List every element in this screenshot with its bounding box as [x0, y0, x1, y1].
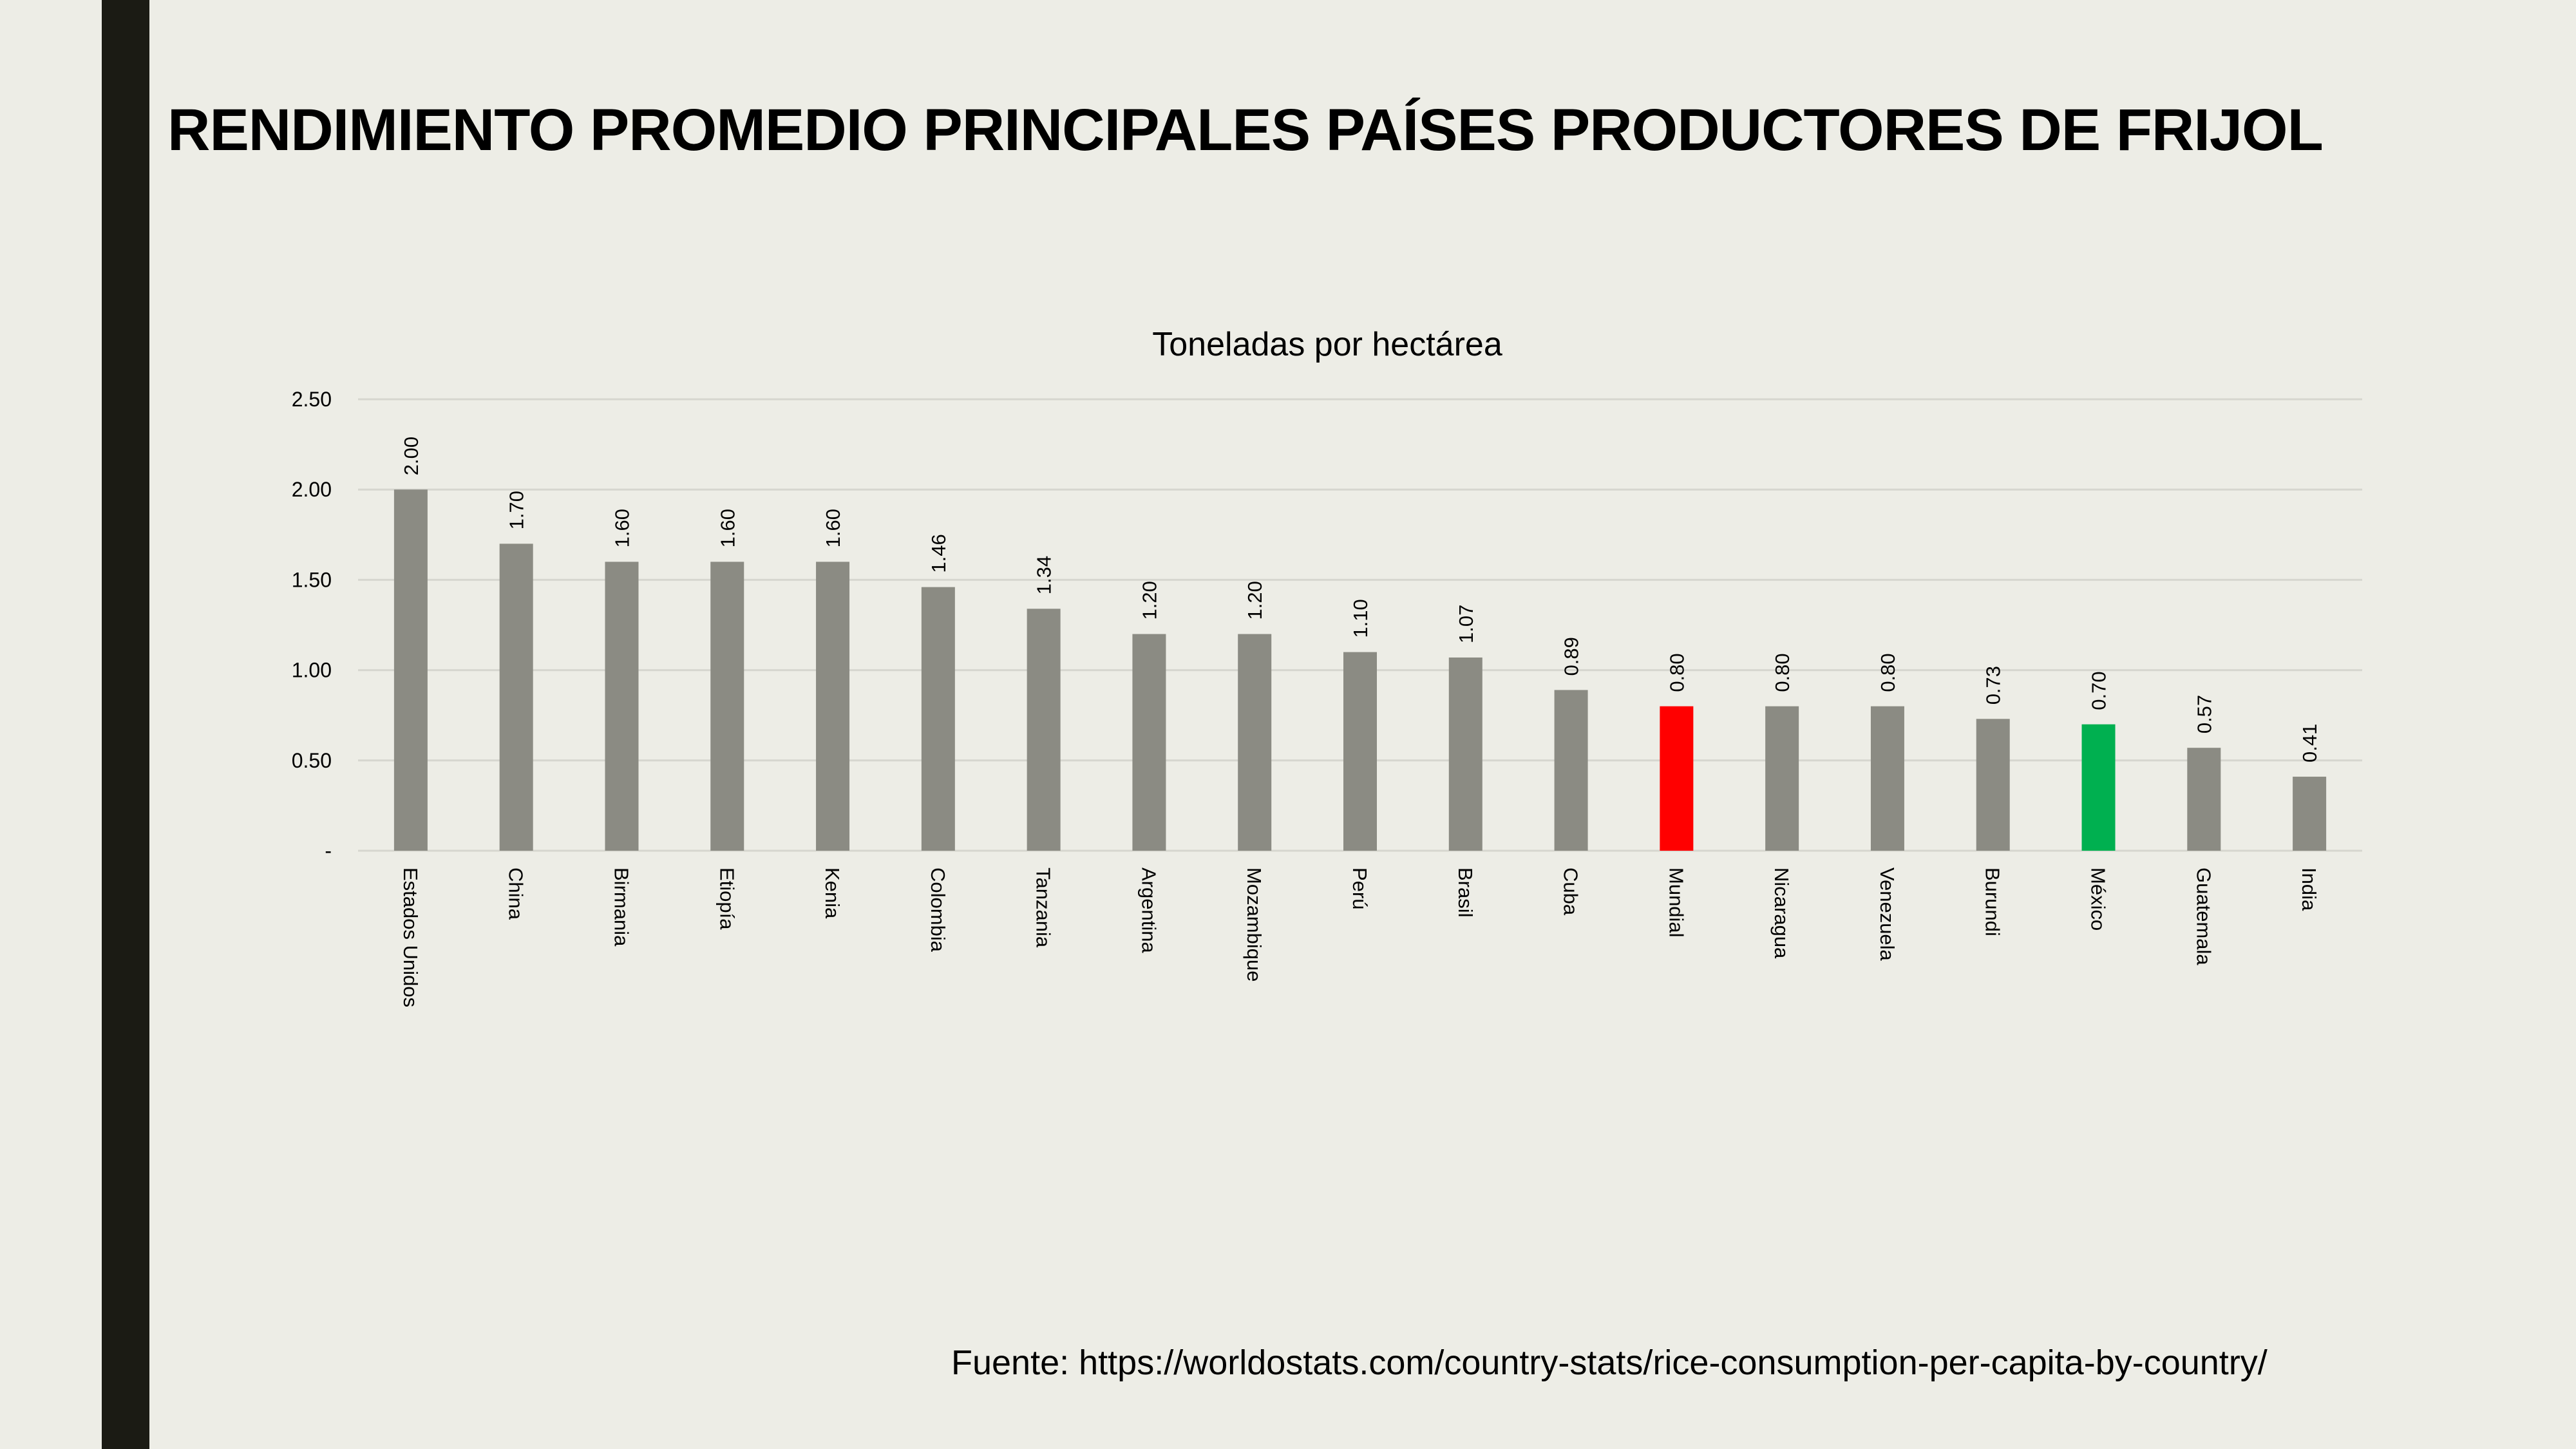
value-label: 0.73: [1982, 666, 2005, 705]
y-tick-label: 1.50: [292, 568, 332, 591]
x-tick-label: Cuba: [1560, 867, 1582, 916]
bar-india: [2293, 777, 2327, 851]
value-label: 1.60: [611, 509, 633, 547]
value-label: 1.60: [716, 509, 739, 547]
bar-guatemala: [2187, 748, 2221, 851]
value-label: 0.70: [2088, 671, 2110, 710]
chart-title: Toneladas por hectárea: [1152, 326, 1502, 363]
bar-china: [499, 544, 533, 851]
x-tick-label: Colombia: [927, 867, 949, 952]
value-label: 0.41: [2298, 724, 2321, 762]
value-label: 0.57: [2193, 695, 2215, 734]
x-tick-label: Etiopía: [715, 867, 738, 930]
bar-nicaragua: [1765, 706, 1799, 851]
value-label: 1.34: [1033, 556, 1056, 594]
y-tick-label: 2.50: [292, 388, 332, 411]
value-label: 1.46: [927, 534, 950, 573]
bar-méxico: [2081, 724, 2116, 851]
value-label: 1.20: [1138, 581, 1160, 620]
y-tick-label: -: [325, 839, 332, 862]
bars: [393, 489, 2327, 851]
value-label: 0.80: [1665, 653, 1688, 692]
bar-estados-unidos: [393, 489, 428, 851]
bar-colombia: [921, 587, 955, 851]
bar-tanzania: [1027, 609, 1061, 851]
bar-etiopía: [710, 562, 744, 851]
x-tick-label: Mozambique: [1243, 867, 1265, 981]
bar-kenia: [816, 562, 850, 851]
x-tick-label: Perú: [1349, 867, 1371, 909]
bar-venezuela: [1870, 706, 1904, 851]
y-tick-label: 2.00: [292, 478, 332, 501]
x-tick-label: Burundi: [1982, 867, 2004, 936]
value-label: 1.07: [1455, 605, 1477, 643]
source-note: Fuente: https://worldostats.com/country-…: [951, 1343, 2268, 1382]
x-tick-label: China: [505, 867, 527, 920]
bar-burundi: [1976, 719, 2010, 851]
x-tick-label: Brasil: [1454, 867, 1477, 918]
value-label: 0.89: [1560, 637, 1583, 676]
x-tick-label: Venezuela: [1876, 867, 1899, 961]
x-tick-label: Kenia: [821, 867, 844, 919]
value-label: 0.80: [1771, 653, 1794, 692]
value-label: 1.60: [822, 509, 844, 547]
x-tick-label: Mundial: [1665, 867, 1687, 938]
x-tick-label: Nicaragua: [1770, 867, 1793, 959]
x-tick-label: México: [2087, 867, 2110, 931]
x-tick-label: Argentina: [1137, 867, 1160, 953]
x-tick-label: Tanzania: [1032, 867, 1055, 948]
x-tick-label: Guatemala: [2192, 867, 2215, 965]
bar-mundial: [1660, 706, 1694, 851]
bar-brasil: [1448, 657, 1482, 851]
value-label: 1.70: [506, 491, 528, 529]
bar-perú: [1343, 652, 1377, 851]
x-tick-label: Estados Unidos: [399, 867, 422, 1007]
bar-mozambique: [1238, 634, 1272, 851]
y-tick-label: 0.50: [292, 749, 332, 772]
x-axis-labels: Estados Unidos China Birmania Etiopía Kenia C…: [399, 867, 2320, 1007]
value-label: 1.20: [1244, 581, 1266, 620]
y-axis-ticks: - 0.50 1.00 1.50 2.00 2.50: [292, 388, 332, 862]
value-label: 0.80: [1877, 653, 1899, 692]
x-tick-label: India: [2298, 867, 2320, 911]
value-label: 1.10: [1349, 599, 1372, 638]
page-title: RENDIMIENTO PROMEDIO PRINCIPALES PAÍSES …: [167, 97, 2324, 163]
bar-argentina: [1132, 634, 1166, 851]
x-tick-label: Birmania: [610, 867, 632, 947]
sidebar-accent-bar: [102, 0, 149, 1449]
bar-cuba: [1554, 690, 1588, 851]
bar-birmania: [605, 562, 639, 851]
y-tick-label: 1.00: [292, 659, 332, 682]
value-labels: 2.00 1.70 1.60 1.60 1.60 1.46 1.34 1.20 1.20 1.10…: [400, 437, 2321, 762]
value-label: 2.00: [400, 437, 422, 475]
